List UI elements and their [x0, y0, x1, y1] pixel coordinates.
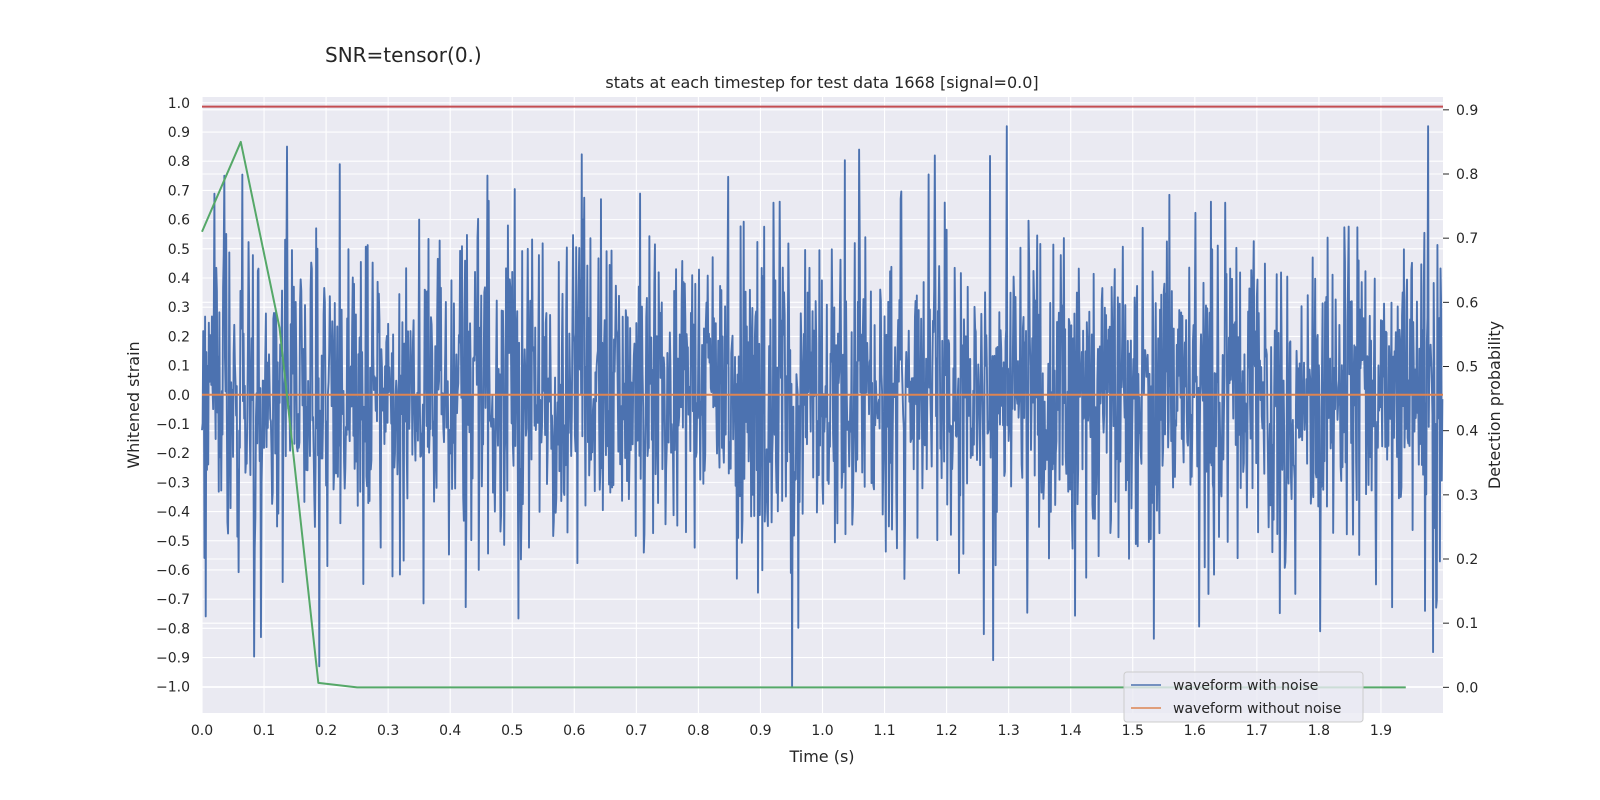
y-tick-label: 0.9 [168, 125, 190, 141]
legend: waveform with noise waveform without noi… [1123, 671, 1364, 723]
y-tick-label: −0.3 [156, 475, 190, 491]
y-tick-label: 0.2 [168, 329, 190, 345]
y-tick-label: −0.4 [156, 505, 190, 521]
y-tick-label: −0.9 [156, 651, 190, 667]
y-tick-label: 0.7 [168, 183, 190, 199]
y-tick-label: 0.4 [168, 271, 190, 287]
y-tick-label: 0.0 [168, 388, 190, 404]
y-right-tick-label: 0.8 [1456, 167, 1478, 183]
x-tick-label: 0.1 [253, 723, 275, 739]
x-tick-label: 0.7 [625, 723, 647, 739]
x-tick-label: 0.0 [191, 723, 213, 739]
y-tick-label: −0.6 [156, 563, 190, 579]
x-tick-label: 0.3 [377, 723, 399, 739]
x-tick-label: 0.2 [315, 723, 337, 739]
x-tick-label: 1.5 [1122, 723, 1144, 739]
series-detection-probability [201, 140, 1406, 689]
x-tick-label: 1.3 [998, 723, 1020, 739]
legend-box [1123, 671, 1364, 723]
y-tick-label: 0.1 [168, 359, 190, 375]
y-right-tick-label: 0.4 [1456, 424, 1478, 440]
y-right-tick-label: 0.2 [1456, 552, 1478, 568]
y-tick-label: 1.0 [168, 96, 190, 112]
y-right-tick-label: 0.3 [1456, 488, 1478, 504]
tick-labels: 0.0 0.1 0.2 0.3 0.4 0.5 0.6 0.7 0.8 0.9 1.0 1.1 1.2 1… [156, 96, 1478, 739]
legend-label-noise: waveform with noise [1173, 678, 1318, 694]
x-tick-label: 0.8 [687, 723, 709, 739]
x-tick-label: 1.2 [935, 723, 957, 739]
x-tick-label: 1.7 [1246, 723, 1268, 739]
x-tick-label: 1.6 [1184, 723, 1206, 739]
x-tick-label: 1.1 [873, 723, 895, 739]
y-right-tick-label: 0.0 [1456, 680, 1478, 696]
y-right-tick-label: 0.5 [1456, 360, 1478, 376]
x-tick-label: 1.9 [1370, 723, 1392, 739]
x-axis-label: Time (s) [788, 747, 854, 766]
x-tick-label: 0.5 [501, 723, 523, 739]
y-right-tick-label: 0.1 [1456, 616, 1478, 632]
y-axis-label: Whitened strain [124, 341, 143, 468]
y-tick-label: 0.8 [168, 154, 190, 170]
series-layer [201, 105, 1444, 689]
x-tick-label: 1.4 [1060, 723, 1082, 739]
chart-title: stats at each timestep for test data 166… [605, 73, 1038, 92]
x-tick-label: 0.9 [749, 723, 771, 739]
x-tick-label: 1.8 [1308, 723, 1330, 739]
y-right-tick-label: 0.9 [1456, 103, 1478, 119]
y-tick-label: 0.3 [168, 300, 190, 316]
y-tick-label: −0.5 [156, 534, 190, 550]
y-tick-label: 0.5 [168, 242, 190, 258]
x-tick-label: 0.4 [439, 723, 461, 739]
x-tick-label: 1.0 [811, 723, 833, 739]
y-tick-label: 0.6 [168, 213, 190, 229]
suptitle: SNR=tensor(0.) [325, 43, 482, 67]
y-tick-label: −0.8 [156, 621, 190, 637]
y-axis-right-label: Detection probability [1485, 321, 1504, 489]
y-tick-label: −0.7 [156, 592, 190, 608]
y-right-tick-label: 0.6 [1456, 295, 1478, 311]
y-tick-label: −1.0 [156, 680, 190, 696]
x-tick-label: 0.6 [563, 723, 585, 739]
series-waveform-with-noise [201, 125, 1444, 688]
y-tick-label: −0.2 [156, 446, 190, 462]
y-tick-label: −0.1 [156, 417, 190, 433]
legend-label-clean: waveform without noise [1173, 701, 1341, 717]
y-right-tick-label: 0.7 [1456, 231, 1478, 247]
